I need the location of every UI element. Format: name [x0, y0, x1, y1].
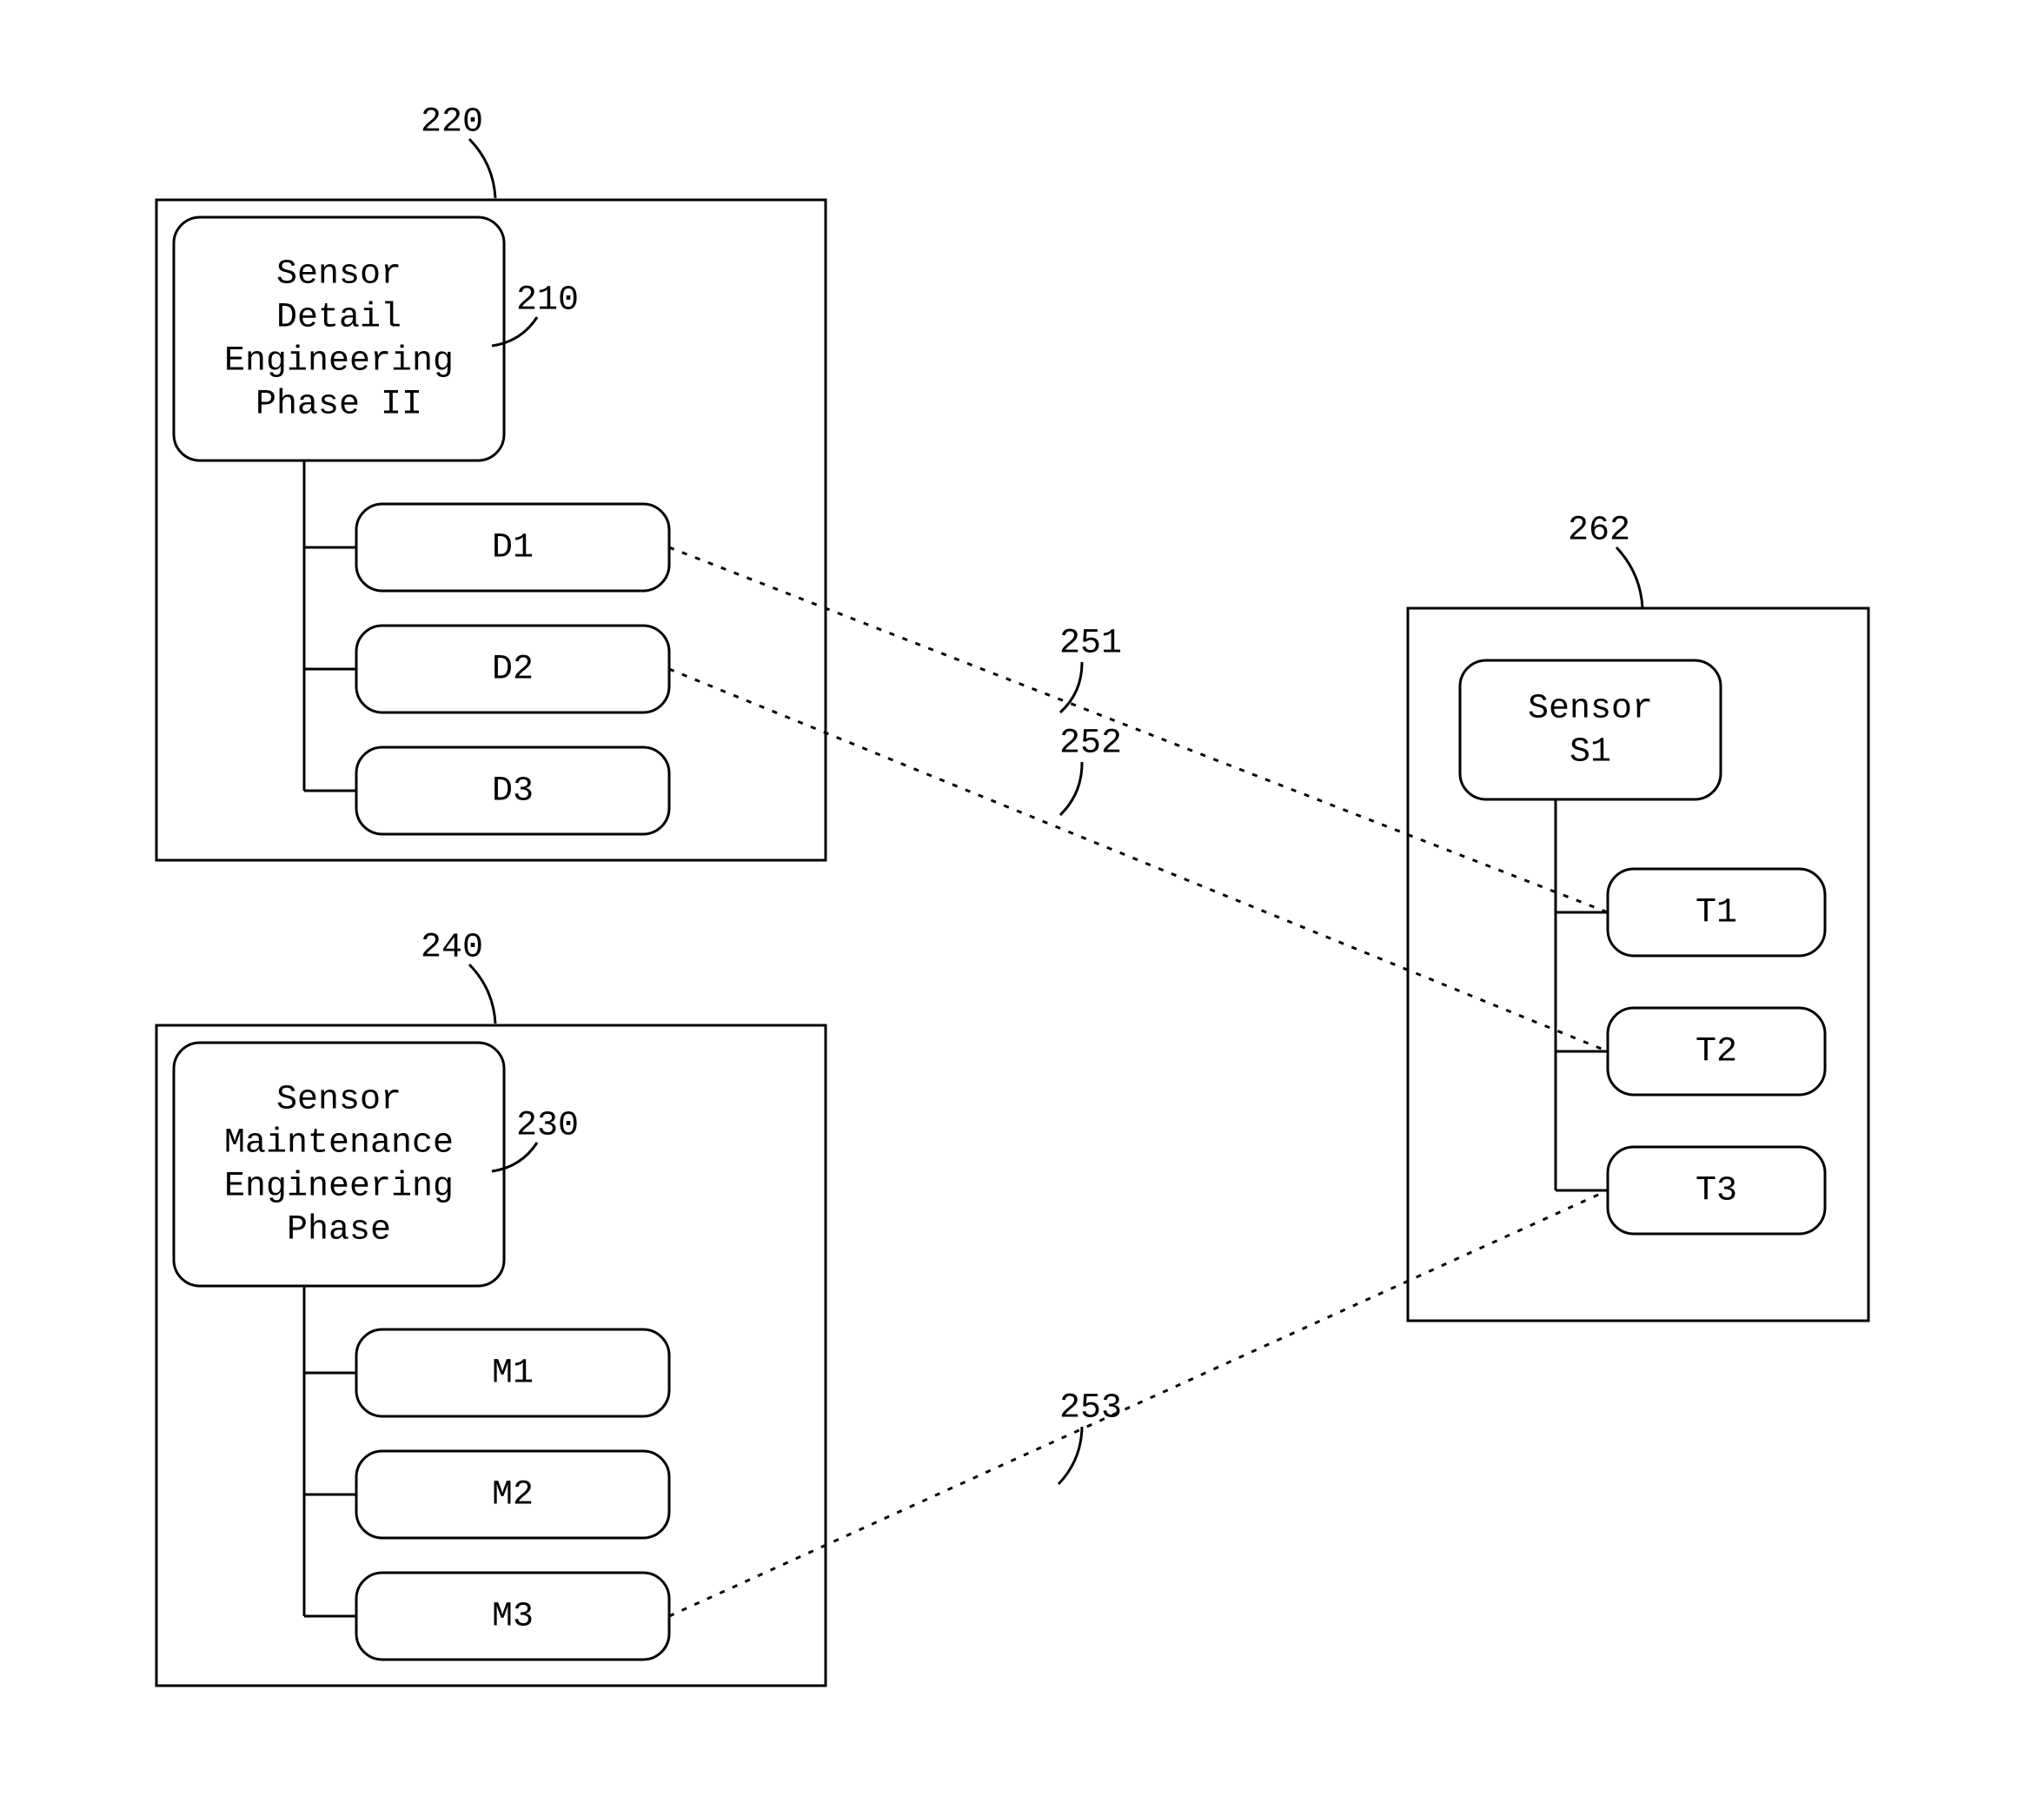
refnum-252: 252	[1059, 725, 1122, 764]
refnum-210-lead	[492, 317, 537, 346]
block-240-header-line-2: Engineering	[224, 1168, 454, 1207]
block-220-header-line-2: Engineering	[224, 342, 454, 381]
block-262-child-T3-label: T3	[1696, 1172, 1737, 1211]
block-220-child-D2-label: D2	[492, 651, 534, 690]
refnum-220-lead	[469, 139, 495, 198]
refnum-251: 251	[1059, 625, 1122, 664]
block-262-child-T1-label: T1	[1696, 894, 1737, 933]
refnum-230-lead	[492, 1143, 537, 1171]
refnum-262: 262	[1568, 512, 1630, 551]
block-240-header-line-1: Maintenance	[224, 1124, 454, 1163]
block-220-header-line-1: Detail	[276, 299, 402, 338]
block-262-child-T2-label: T2	[1696, 1033, 1737, 1072]
refnum-252-lead	[1060, 762, 1082, 815]
refnum-220: 220	[421, 103, 483, 142]
block-220-header-line-0: Sensor	[276, 255, 402, 295]
block-220-child-D1-label: D1	[492, 529, 534, 568]
block-220-header-line-3: Phase II	[256, 386, 422, 425]
refnum-210: 210	[516, 282, 579, 321]
block-240-header-line-0: Sensor	[276, 1081, 402, 1120]
refnum-240-lead	[469, 964, 495, 1024]
refnum-253-lead	[1058, 1427, 1082, 1484]
refnum-262-lead	[1616, 547, 1642, 608]
block-240-header-line-3: Phase	[287, 1211, 391, 1250]
refnum-253: 253	[1059, 1389, 1122, 1428]
refnum-240: 240	[421, 929, 483, 968]
block-240-child-M3-label: M3	[492, 1598, 534, 1637]
block-220-child-D3-label: D3	[492, 772, 534, 812]
connection-253	[669, 1190, 1608, 1616]
block-262: Sensor S1 T1 T2 T3	[1408, 608, 1868, 1321]
refnum-230: 230	[516, 1107, 579, 1146]
connection-251	[669, 547, 1608, 912]
block-240-child-M2-label: M2	[492, 1476, 534, 1515]
block-262-header-line-1: S1	[1570, 733, 1611, 772]
block-262-header-line-0: Sensor	[1528, 690, 1653, 729]
block-220: Sensor Detail Engineering Phase II D1 D2 D3	[156, 200, 826, 860]
block-240: Sensor Maintenance Engineering Phase M1 M2 M3	[156, 1025, 826, 1686]
block-240-child-M1-label: M1	[492, 1355, 534, 1394]
block-262-header	[1460, 660, 1721, 799]
